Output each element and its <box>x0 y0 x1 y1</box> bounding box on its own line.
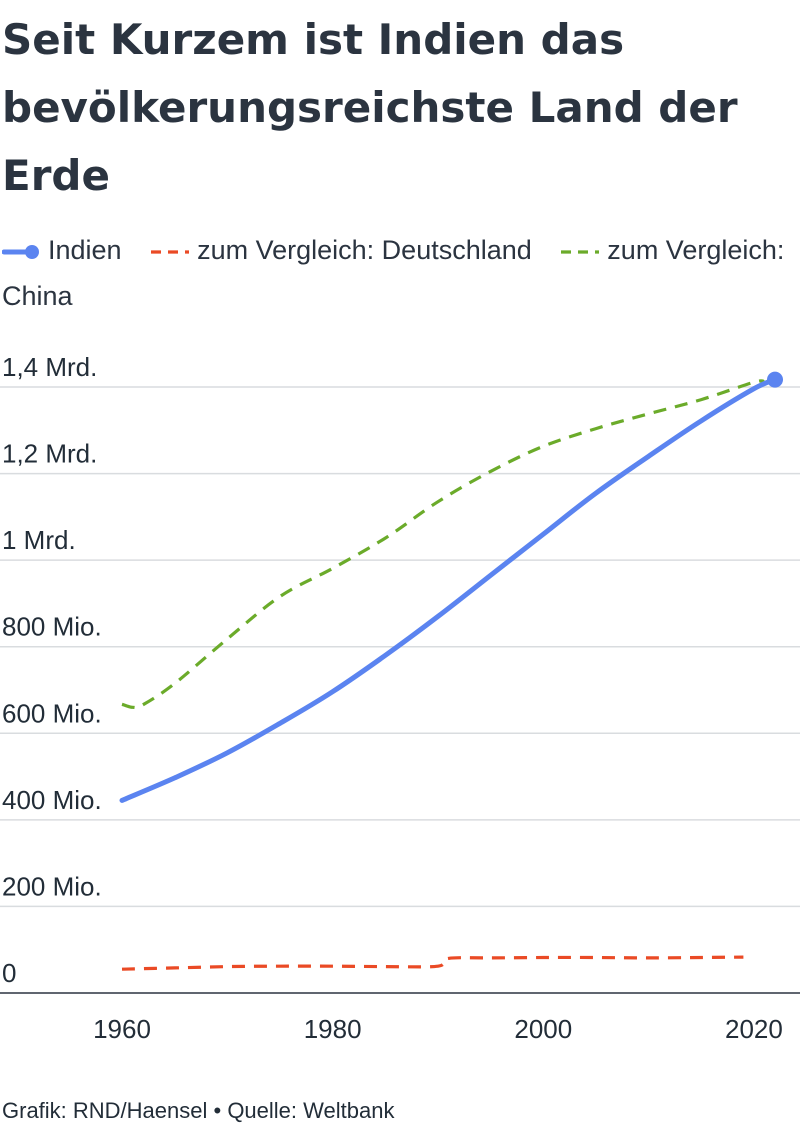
y-tick-label: 0 <box>2 958 16 988</box>
legend-swatch <box>561 250 600 254</box>
x-tick-label: 2000 <box>514 1014 572 1044</box>
legend-swatch-dot <box>25 244 39 259</box>
series-line-indien <box>119 377 778 803</box>
chart-legend: Indien zum Vergleich: Deutschland zum Ve… <box>2 227 792 319</box>
series-line-zum-vergleich-china <box>121 379 765 710</box>
series-line-zum-vergleich-deutschland <box>121 955 744 971</box>
source-note: Grafik: RND/Haensel • Quelle: Weltbank <box>2 1098 395 1123</box>
y-tick-label: 1,2 Mrd. <box>2 439 97 469</box>
legend-label: zum Vergleich: Deutschland <box>197 235 532 265</box>
legend-item: zum Vergleich: Deutschland <box>151 235 532 265</box>
x-tick-label: 2020 <box>725 1014 783 1044</box>
legend-item: zum Vergleich: China <box>2 235 784 311</box>
y-tick-label: 600 Mio. <box>2 698 102 728</box>
y-tick-label: 800 Mio. <box>2 612 102 642</box>
y-axis-tick-labels: 0 200 Mio. 400 Mio. 600 Mio. 800 Mio. 1 Mrd. 1… <box>2 352 102 988</box>
x-axis-tick-labels: 1960 1980 2000 2020 <box>93 1014 783 1044</box>
y-tick-label: 200 Mio. <box>2 871 102 901</box>
legend-swatch <box>151 250 190 254</box>
y-tick-label: 1,4 Mrd. <box>2 352 97 382</box>
y-tick-label: 400 Mio. <box>2 785 102 815</box>
legend-label: Indien <box>48 235 122 265</box>
legend-swatch <box>2 244 39 259</box>
chart-title: Seit Kurzem ist Indien das bevölkerungsr… <box>2 15 738 200</box>
legend-item: Indien <box>2 235 122 265</box>
x-tick-label: 1960 <box>93 1014 151 1044</box>
data-series <box>119 371 783 971</box>
legend-label: zum Vergleich: China <box>2 235 785 311</box>
y-tick-label: 1 Mrd. <box>2 525 76 555</box>
gridlines <box>0 386 800 994</box>
x-tick-label: 1980 <box>304 1014 362 1044</box>
series-end-point-indien <box>767 371 783 388</box>
